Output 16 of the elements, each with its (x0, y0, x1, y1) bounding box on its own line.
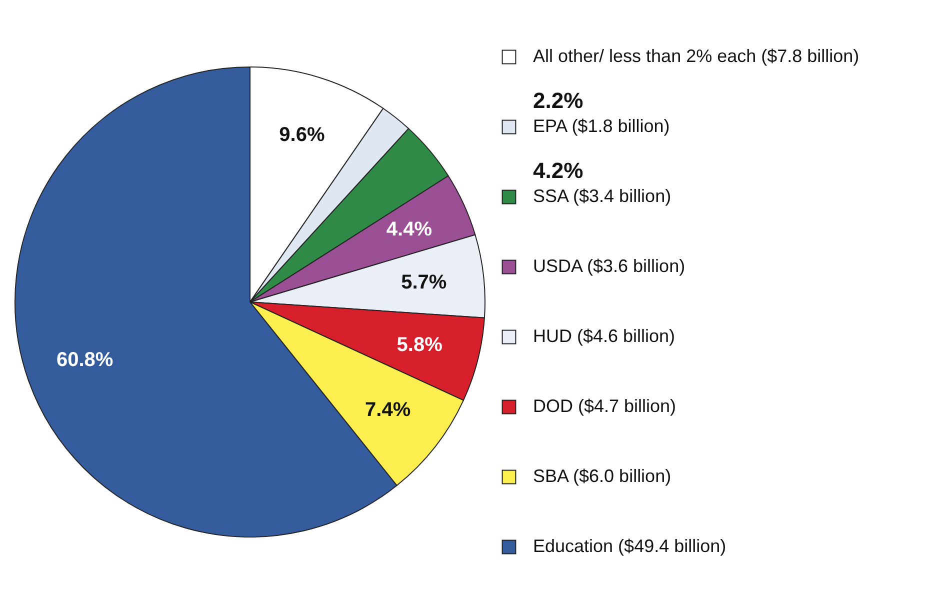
data-label: 7.4% (365, 398, 411, 421)
legend-label: Education ($49.4 billion) (533, 536, 726, 556)
data-label: 2.2% (533, 88, 584, 113)
data-label: 5.7% (401, 272, 447, 294)
data-label: 5.8% (396, 334, 443, 356)
data-label: 4.2% (533, 158, 584, 183)
legend-label: EPA ($1.8 billion) (533, 116, 670, 136)
legend-label: SBA ($6.0 billion) (533, 466, 672, 486)
data-label: 9.6% (279, 124, 325, 146)
legend-label: USDA ($3.6 billion) (533, 256, 686, 276)
legend-label: SSA ($3.4 billion) (533, 186, 672, 206)
data-label: 4.4% (386, 218, 432, 240)
legend-label: HUD ($4.6 billion) (533, 326, 676, 346)
legend-label: DOD ($4.7 billion) (533, 396, 676, 416)
legend-label: All other/ less than 2% each ($7.8 billion) (533, 46, 860, 66)
data-label: 60.8% (56, 348, 114, 371)
